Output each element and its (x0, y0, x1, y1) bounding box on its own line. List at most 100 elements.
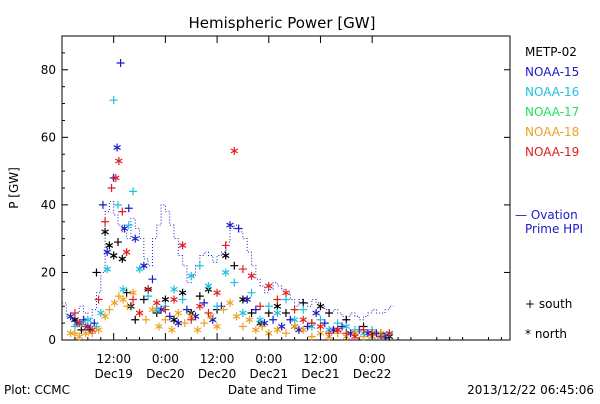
plus-marker (372, 329, 381, 338)
star-marker (81, 329, 90, 338)
star-marker (221, 268, 230, 277)
plus-marker (325, 329, 334, 338)
star-marker (168, 325, 176, 334)
plus-marker (178, 295, 187, 304)
star-marker (170, 295, 178, 304)
star-marker (105, 241, 114, 250)
star-marker (94, 325, 103, 334)
star-marker (97, 308, 105, 317)
plus-marker (195, 292, 204, 301)
plus-marker (195, 261, 204, 270)
plus-marker (107, 184, 116, 192)
plus-marker (77, 325, 86, 334)
plus-marker (264, 308, 273, 317)
star-marker (226, 298, 234, 307)
star-marker (273, 302, 282, 311)
star-marker (109, 251, 118, 260)
plus-marker (299, 305, 308, 314)
plus-marker (238, 265, 247, 274)
plus-marker (282, 295, 290, 304)
x-tick-label-date: Dec21 (301, 367, 340, 381)
x-tick-label-date: Dec22 (353, 367, 392, 381)
plus-marker (359, 332, 368, 341)
y-axis-label: P [GW] (7, 167, 21, 209)
star-marker (252, 325, 260, 334)
star-marker (170, 285, 178, 294)
star-marker (193, 325, 202, 334)
star-marker (101, 312, 109, 321)
legend-entry: NOAA-18 (525, 125, 579, 139)
star-marker (174, 319, 183, 328)
legend-entry: NOAA-19 (525, 145, 579, 159)
star-marker (204, 281, 213, 290)
legend-entry: NOAA-17 (525, 105, 579, 119)
star-marker (247, 271, 256, 280)
plus-marker (234, 224, 243, 233)
y-tick-label: 60 (41, 130, 56, 144)
plus-marker (139, 295, 148, 304)
plus-marker (200, 298, 209, 307)
star-marker (66, 329, 75, 338)
star-marker (299, 325, 307, 334)
plus-marker (118, 207, 127, 216)
plus-marker (124, 204, 133, 213)
plus-marker (247, 308, 256, 317)
plus-marker (258, 322, 267, 331)
star-marker (148, 305, 157, 314)
star-marker (135, 265, 144, 274)
x-tick-label-date: Dec19 (94, 367, 133, 381)
plus-marker (376, 332, 385, 341)
plus-marker (94, 295, 103, 304)
plus-marker (98, 200, 107, 209)
plus-marker (122, 288, 131, 297)
plus-marker (114, 238, 122, 247)
plus-marker (342, 315, 351, 324)
plus-marker (204, 308, 213, 317)
marker-legend-entry: * north (525, 327, 567, 341)
plus-marker (303, 322, 312, 331)
plus-marker (165, 312, 174, 321)
plus-marker (307, 319, 316, 328)
star-marker (119, 285, 127, 294)
chart-title: Hemispheric Power [GW] (189, 14, 376, 32)
plus-marker (213, 302, 222, 311)
star-marker (115, 156, 123, 165)
legend-entry: NOAA-15 (525, 65, 579, 79)
y-tick-label: 20 (41, 265, 56, 279)
plus-marker (230, 278, 239, 287)
plus-marker (269, 315, 278, 324)
plus-marker (264, 302, 273, 311)
star-marker (213, 322, 221, 331)
plus-marker (142, 315, 150, 324)
star-marker (119, 295, 127, 304)
plus-marker (251, 305, 260, 314)
series-noaa-19 (70, 146, 394, 341)
plus-marker (105, 305, 114, 314)
plus-marker (338, 322, 346, 331)
plus-marker (131, 315, 140, 324)
ovation-legend-line2: Prime HPI (525, 222, 583, 236)
plus-marker (299, 298, 308, 307)
star-marker (103, 265, 111, 274)
star-marker (273, 325, 282, 334)
plus-marker (256, 302, 265, 311)
plus-marker (161, 305, 170, 314)
footer-plot-credit: Plot: CCMC (4, 383, 70, 397)
star-marker (316, 322, 325, 331)
plus-marker (70, 322, 79, 331)
star-marker (110, 298, 119, 307)
plus-marker (81, 322, 90, 331)
series-noaa-18 (66, 288, 385, 341)
star-marker (155, 322, 163, 331)
y-tick-label: 0 (48, 333, 56, 347)
legend-entry: METP-02 (525, 45, 577, 59)
star-marker (88, 325, 96, 334)
plus-marker (109, 96, 118, 105)
x-tick-label-date: Dec20 (146, 367, 185, 381)
star-marker (226, 221, 234, 230)
y-tick-label: 80 (41, 63, 56, 77)
star-marker (122, 248, 131, 257)
star-marker (290, 315, 299, 324)
x-axis-label: Date and Time (228, 383, 316, 397)
x-tick-label-time: 12:00 (200, 352, 235, 366)
